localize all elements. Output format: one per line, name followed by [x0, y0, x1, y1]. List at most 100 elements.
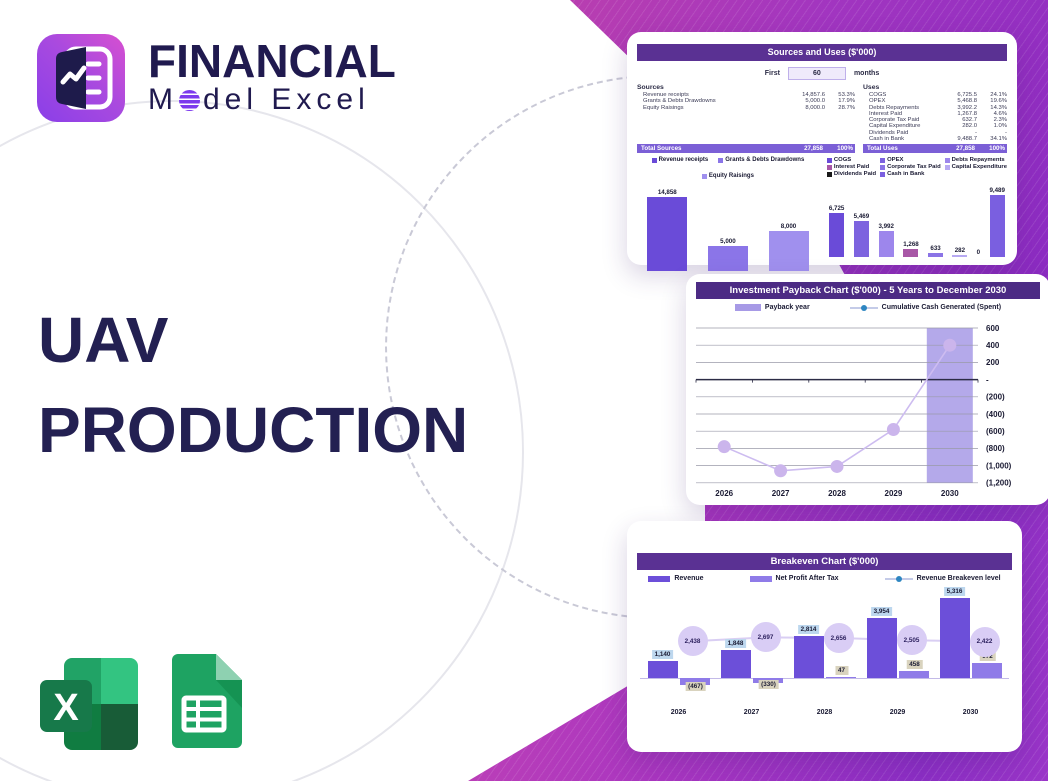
table-row: Grants & Debts Drawdowns 5,000.0 17.9%: [637, 98, 855, 104]
row-label: Capital Expenditure: [869, 123, 921, 130]
legend-swatch: [944, 157, 950, 163]
breakeven-legend: Revenue Net Profit After Tax Revenue Bre…: [627, 575, 1022, 582]
row-pct: -: [1005, 129, 1007, 136]
total-uses-value: 27,858: [956, 145, 975, 152]
legend-item: Revenue receipts: [651, 157, 708, 163]
legend-swatch: [944, 164, 950, 170]
row-value: 5,000.0: [805, 98, 825, 105]
breakeven-legend-line: Revenue Breakeven level: [884, 575, 1001, 582]
npat-bar: [898, 671, 929, 678]
coin-stack-icon: [179, 89, 200, 111]
table-row: OPEX 5,468.8 19.6%: [863, 98, 1007, 104]
sources-uses-card: Sources and Uses ($'000) First 60 months…: [627, 32, 1017, 271]
uses-bar-chart: 6,725 5,469 3,992 1,268 633 282 0 9,489: [827, 183, 1007, 257]
line-marker: [774, 464, 788, 478]
brand-line1: FINANCIAL: [148, 35, 396, 87]
period-label: First: [764, 70, 780, 77]
svg-text:2027: 2027: [772, 489, 790, 498]
period-unit: months: [853, 70, 880, 77]
npat-label: (330): [758, 679, 779, 689]
row-value: 1,267.8: [957, 110, 977, 117]
bar: [707, 246, 748, 271]
table-row: Dividends Paid - -: [863, 130, 1007, 136]
npat-label: 972: [979, 652, 996, 662]
svg-text:200: 200: [986, 358, 1000, 367]
breakeven-line-swatch: [884, 575, 913, 582]
row-pct: 19.6%: [990, 98, 1007, 105]
row-value: 6,725.5: [957, 92, 977, 98]
legend-swatch: [718, 157, 724, 163]
payback-line-swatch: [849, 304, 878, 311]
row-label: COGS: [869, 92, 887, 98]
bar-value-label: 5,469: [853, 213, 870, 220]
row-value: 3,992.2: [957, 104, 977, 111]
total-sources-label: Total Sources: [641, 145, 682, 152]
x-axis-line: [640, 678, 1009, 679]
svg-text:2026: 2026: [715, 489, 733, 498]
bar: [952, 255, 968, 257]
table-row: COGS 6,725.5 24.1%: [863, 92, 1007, 98]
svg-text:(600): (600): [986, 427, 1005, 436]
bar: [829, 213, 845, 257]
bar-slot: 1,268: [903, 241, 919, 257]
row-pct: 1.0%: [993, 123, 1007, 130]
legend-item: Corporate Tax Paid: [880, 164, 941, 170]
svg-text:(400): (400): [986, 410, 1005, 419]
period-value-box[interactable]: 60: [787, 67, 846, 80]
excel-icon: X: [40, 658, 138, 750]
revenue-label: 2,814: [797, 624, 820, 634]
bar: [878, 231, 894, 257]
total-uses-label: Total Uses: [867, 145, 898, 152]
sources-uses-charts: Revenue receipts Grants & Debts Drawdowns…: [637, 157, 1007, 271]
row-value: 8,000.0: [805, 104, 825, 111]
bar: [928, 253, 944, 257]
breakeven-header: Breakeven Chart ($'000): [637, 553, 1012, 570]
line-marker: [943, 338, 957, 352]
svg-text:(800): (800): [986, 444, 1005, 453]
svg-text:X: X: [53, 687, 79, 729]
year-label: 2026: [670, 709, 687, 716]
sources-title: Sources: [637, 84, 664, 91]
row-value: 14,857.6: [802, 92, 825, 98]
payback-legend-line: Cumulative Cash Generated (Spent): [849, 304, 1001, 311]
bar: [989, 195, 1005, 257]
revenue-bar: [647, 660, 678, 678]
legend-swatch: [651, 157, 657, 163]
payback-bar-swatch: [734, 304, 761, 311]
total-uses-pct: 100%: [989, 145, 1005, 152]
legend-swatch: [880, 164, 886, 170]
table-row: Interest Paid 1,267.8 4.6%: [863, 111, 1007, 117]
bar-slot: 8,000: [768, 223, 809, 271]
financial-model-excel-logo-icon: [37, 34, 125, 122]
bar-value-label: 0: [976, 249, 981, 256]
uses-chart-block: COGS OPEX Debts Repayments Interest Paid Cor…: [826, 157, 1007, 271]
row-label: Revenue receipts: [643, 92, 689, 98]
svg-text:(1,200): (1,200): [986, 479, 1012, 488]
row-pct: 17.9%: [838, 98, 855, 105]
legend-item: OPEX: [880, 157, 941, 163]
sources-chart-block: Revenue receipts Grants & Debts Drawdowns…: [637, 157, 819, 271]
row-pct: 34.1%: [990, 136, 1007, 142]
bar-value-label: 282: [954, 247, 966, 254]
legend-swatch: [880, 171, 886, 177]
revenue-bar: [793, 635, 824, 678]
svg-text:(1,000): (1,000): [986, 461, 1012, 470]
bar-value-label: 9,489: [989, 187, 1005, 194]
brand-line2-prefix: M: [148, 83, 178, 116]
bar-value-label: 14,858: [657, 189, 677, 196]
bar-slot: 282: [952, 247, 968, 257]
sources-legend: Revenue receipts Grants & Debts Drawdowns…: [637, 157, 819, 179]
npat-label: (467): [685, 682, 706, 692]
bar-value-label: 3,992: [878, 223, 894, 230]
svg-text:-: -: [986, 375, 989, 384]
bar-slot: 9,489: [989, 187, 1005, 257]
bar: [647, 197, 688, 271]
breakeven-chart: 1,140 (467) 2,438 2026 1,848 (330) 2,697 2027 2,…: [627, 521, 1022, 752]
uses-legend: COGS OPEX Debts Repayments Interest Paid Cor…: [826, 157, 1007, 177]
legend-swatch: [880, 157, 886, 163]
svg-text:2029: 2029: [885, 489, 903, 498]
sources-table: Sources Revenue receipts 14,857.6 53.3% Gra…: [637, 84, 855, 153]
page-title: UAV PRODUCTION: [38, 295, 468, 475]
row-value: -: [975, 129, 977, 136]
